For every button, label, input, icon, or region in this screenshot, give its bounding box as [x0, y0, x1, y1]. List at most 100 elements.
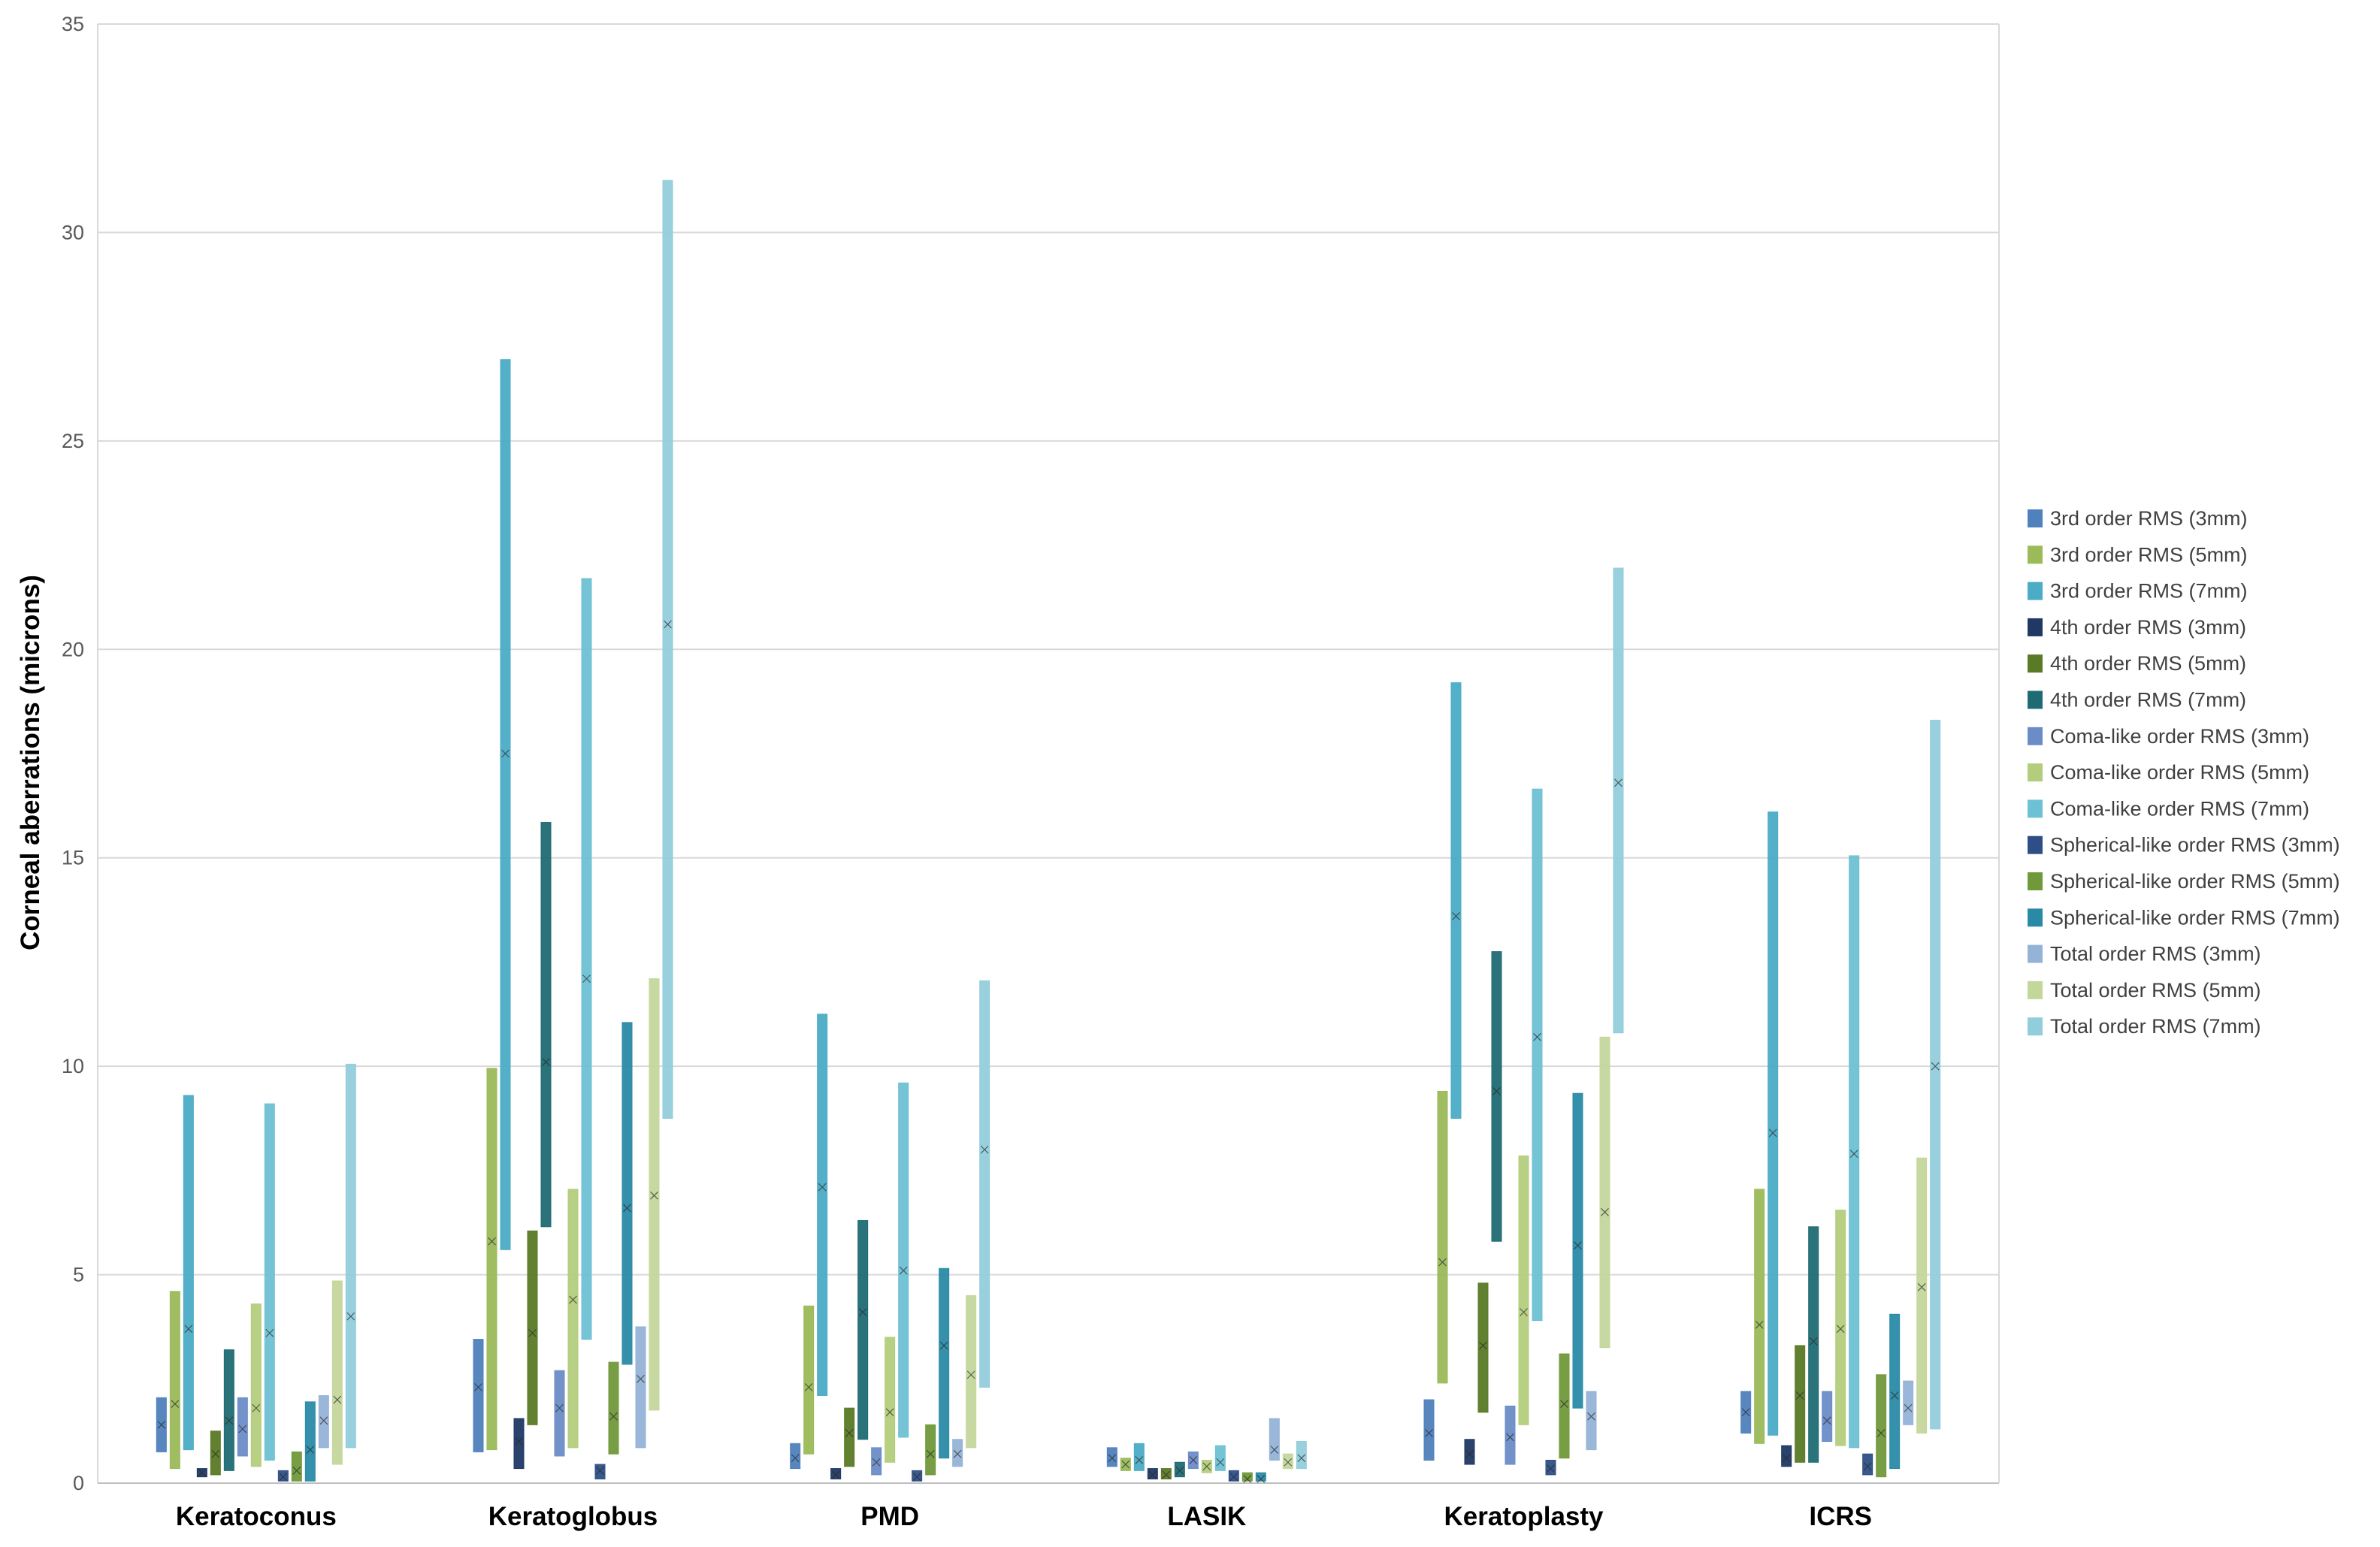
legend-swatch [2028, 1017, 2043, 1036]
data-box [1862, 1453, 1873, 1476]
data-box [527, 1230, 538, 1425]
y-tick-label: 35 [62, 13, 84, 35]
mean-marker [1863, 1462, 1872, 1471]
mean-marker [939, 1341, 948, 1350]
legend-item: Total order RMS (5mm) [2028, 979, 2261, 1002]
data-box [1437, 1090, 1448, 1384]
legend-item: Spherical-like order RMS (7mm) [2028, 906, 2340, 929]
mean-marker [623, 1204, 631, 1213]
mean-marker [664, 620, 672, 629]
legend-label: 4th order RMS (3mm) [2050, 616, 2246, 639]
legend-item: Total order RMS (3mm) [2028, 943, 2261, 965]
data-box [1160, 1468, 1172, 1479]
category-group [473, 180, 673, 1479]
mean-marker [966, 1370, 975, 1379]
mean-marker [804, 1382, 813, 1391]
legend-swatch [2028, 727, 2043, 745]
data-box [169, 1291, 180, 1470]
mean-marker [953, 1449, 962, 1458]
mean-marker [1931, 1062, 1940, 1071]
mean-marker [1904, 1403, 1913, 1413]
mean-marker [1229, 1473, 1238, 1482]
legend-swatch [2028, 944, 2043, 963]
mean-marker [637, 1374, 645, 1383]
data-box [790, 1443, 801, 1470]
data-box [513, 1418, 525, 1470]
legend-item: 3rd order RMS (5mm) [2028, 543, 2248, 566]
data-box [540, 822, 552, 1228]
mean-marker [831, 1470, 840, 1479]
data-box [500, 359, 511, 1250]
data-box [939, 1268, 950, 1459]
mean-marker [1270, 1446, 1279, 1455]
data-box [237, 1397, 248, 1457]
mean-marker [1849, 1150, 1858, 1159]
data-box [621, 1022, 633, 1365]
category-group [156, 1063, 356, 1482]
data-box [979, 980, 990, 1388]
legend-label: Total order RMS (3mm) [2050, 943, 2261, 965]
mean-marker [650, 1191, 658, 1200]
mean-marker [157, 1420, 166, 1429]
data-box [1464, 1439, 1475, 1465]
legend-label: Coma-like order RMS (7mm) [2050, 797, 2309, 820]
data-box [898, 1082, 909, 1438]
mean-marker [1822, 1416, 1831, 1425]
data-box [1876, 1374, 1887, 1478]
data-box [277, 1470, 289, 1482]
mean-marker [346, 1312, 355, 1321]
data-box [1269, 1418, 1280, 1461]
data-box [183, 1095, 194, 1451]
mean-marker [609, 1412, 618, 1421]
y-tick-label: 15 [62, 847, 84, 869]
mean-marker [1162, 1470, 1171, 1479]
mean-marker [872, 1458, 881, 1467]
mean-marker [1574, 1241, 1582, 1250]
mean-marker [791, 1454, 800, 1463]
data-box [1586, 1391, 1597, 1451]
data-box [1781, 1445, 1792, 1467]
legend-swatch [2028, 872, 2043, 890]
mean-marker [225, 1416, 234, 1425]
mean-marker [1216, 1458, 1225, 1467]
legend-label: 3rd order RMS (5mm) [2050, 543, 2248, 566]
legend-swatch [2028, 545, 2043, 564]
mean-marker [1520, 1308, 1528, 1316]
mean-marker [333, 1395, 342, 1404]
mean-marker [1438, 1258, 1447, 1267]
legend-swatch [2028, 690, 2043, 709]
legend-item: Total order RMS (7mm) [2028, 1015, 2261, 1038]
axes: 0 5 10 15 20 25 30 35 [62, 13, 2000, 1494]
legend-swatch [2028, 908, 2043, 927]
data-box [1545, 1459, 1556, 1476]
legend-item: Spherical-like order RMS (3mm) [2028, 834, 2340, 857]
legend-swatch [2028, 799, 2043, 818]
data-box [1559, 1353, 1570, 1459]
data-box [885, 1337, 896, 1463]
data-box [1822, 1391, 1833, 1443]
legend-swatch [2028, 980, 2043, 999]
category-label: PMD [860, 1502, 919, 1531]
mean-marker [1492, 1087, 1501, 1095]
data-box [1241, 1472, 1253, 1482]
mean-marker [252, 1403, 261, 1413]
legend-label: Spherical-like order RMS (3mm) [2050, 834, 2340, 857]
data-box [1795, 1345, 1806, 1463]
mean-marker [1189, 1456, 1198, 1464]
legend-item: 4th order RMS (7mm) [2028, 689, 2246, 712]
data-box [291, 1451, 302, 1482]
category-label: Keratoglobus [488, 1502, 658, 1531]
mean-marker [1135, 1456, 1144, 1464]
data-box [803, 1305, 815, 1455]
data-box [264, 1103, 275, 1461]
legend-swatch [2028, 618, 2043, 636]
data-box [1849, 855, 1860, 1449]
data-box [857, 1219, 869, 1440]
mean-marker [515, 1437, 523, 1446]
legend-item: Coma-like order RMS (5mm) [2028, 761, 2309, 784]
category-label: Keratoplasty [1444, 1502, 1604, 1531]
legend-item: 4th order RMS (5mm) [2028, 652, 2246, 675]
data-box [1147, 1468, 1158, 1479]
category-label: LASIK [1167, 1502, 1246, 1531]
